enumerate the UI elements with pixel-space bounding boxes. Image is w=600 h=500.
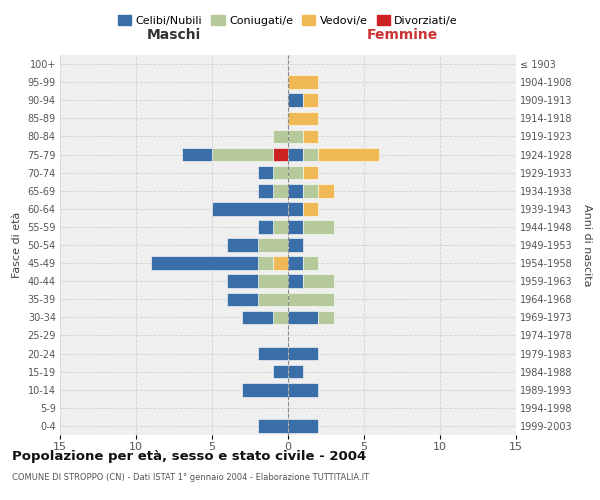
Bar — [182, 148, 212, 162]
Bar — [303, 256, 319, 270]
Bar — [242, 310, 273, 324]
Bar — [288, 220, 303, 234]
Bar — [257, 292, 288, 306]
Bar — [257, 166, 273, 179]
Bar — [257, 220, 273, 234]
Bar — [288, 112, 319, 125]
Bar — [242, 383, 288, 396]
Bar — [303, 274, 334, 288]
Legend: Celibi/Nubili, Coniugati/e, Vedovi/e, Divorziati/e: Celibi/Nubili, Coniugati/e, Vedovi/e, Di… — [113, 10, 463, 30]
Bar — [303, 130, 319, 143]
Bar — [273, 148, 288, 162]
Bar — [257, 274, 288, 288]
Bar — [288, 184, 303, 198]
Bar — [257, 238, 288, 252]
Bar — [257, 184, 273, 198]
Bar — [227, 238, 257, 252]
Bar — [288, 274, 303, 288]
Bar — [273, 130, 288, 143]
Bar — [303, 202, 319, 215]
Text: Maschi: Maschi — [147, 28, 201, 42]
Bar — [288, 94, 303, 107]
Bar — [288, 347, 319, 360]
Bar — [257, 419, 288, 432]
Text: Popolazione per età, sesso e stato civile - 2004: Popolazione per età, sesso e stato civil… — [12, 450, 366, 463]
Bar — [273, 220, 288, 234]
Bar — [273, 365, 288, 378]
Bar — [257, 347, 288, 360]
Bar — [288, 130, 303, 143]
Text: COMUNE DI STROPPO (CN) - Dati ISTAT 1° gennaio 2004 - Elaborazione TUTTITALIA.IT: COMUNE DI STROPPO (CN) - Dati ISTAT 1° g… — [12, 472, 369, 482]
Bar — [273, 256, 288, 270]
Bar — [227, 292, 257, 306]
Bar — [288, 76, 319, 89]
Bar — [257, 256, 273, 270]
Text: Femmine: Femmine — [367, 28, 437, 42]
Bar — [273, 310, 288, 324]
Y-axis label: Anni di nascita: Anni di nascita — [583, 204, 592, 286]
Bar — [288, 202, 303, 215]
Bar — [319, 184, 334, 198]
Bar — [288, 148, 303, 162]
Bar — [288, 238, 303, 252]
Bar — [303, 166, 319, 179]
Bar — [288, 383, 319, 396]
Bar — [288, 310, 319, 324]
Bar — [303, 184, 319, 198]
Bar — [273, 184, 288, 198]
Bar — [288, 292, 334, 306]
Y-axis label: Fasce di età: Fasce di età — [12, 212, 22, 278]
Bar — [212, 148, 273, 162]
Bar — [303, 94, 319, 107]
Bar — [303, 220, 334, 234]
Bar — [151, 256, 257, 270]
Bar — [212, 202, 288, 215]
Bar — [273, 166, 288, 179]
Bar — [227, 274, 257, 288]
Bar — [288, 166, 303, 179]
Bar — [288, 419, 319, 432]
Bar — [319, 148, 379, 162]
Bar — [303, 148, 319, 162]
Bar — [288, 365, 303, 378]
Bar — [288, 256, 303, 270]
Bar — [319, 310, 334, 324]
